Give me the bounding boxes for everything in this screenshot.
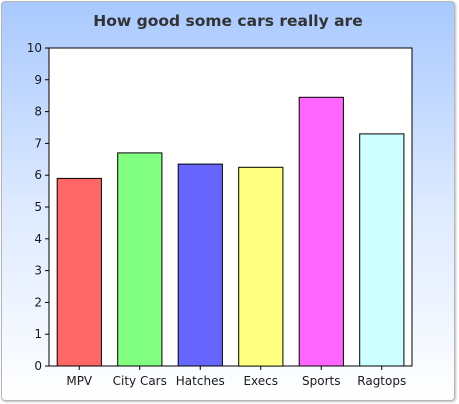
y-tick-label: 0 [34,359,42,373]
x-tick-label: Hatches [176,374,225,388]
y-tick-label: 9 [34,73,42,87]
bar-sports [298,96,344,367]
bar-execs [238,166,284,367]
y-tick-label: 4 [34,232,42,246]
x-axis: MPV City Cars Hatches Execs Sports Ragtops [66,366,406,388]
y-tick-label: 2 [34,295,42,309]
chart-title: How good some cars really are [93,12,363,30]
x-tick-label: MPV [66,374,93,388]
y-tick-label: 8 [34,105,42,119]
bar-city-cars [117,152,163,367]
bar-mpv [56,177,102,367]
plot-area [48,47,413,367]
chart-panel: How good some cars really are 0 1 2 3 4 5 6 7 8 9… [1,1,455,401]
bar-hatches [177,163,223,367]
bar-chart: 0 1 2 3 4 5 6 7 8 9 10 MPV City Cars Hatches Execs Spo… [27,41,413,388]
bar-ragtops [359,133,405,367]
y-axis: 0 1 2 3 4 5 6 7 8 9 10 [27,41,49,373]
y-tick-label: 7 [34,136,42,150]
y-tick-label: 6 [34,168,42,182]
y-tick-label: 3 [34,264,42,278]
y-tick-label: 5 [34,200,42,214]
y-tick-label: 10 [27,41,42,55]
x-tick-label: Execs [243,374,278,388]
x-tick-label: Sports [302,374,340,388]
x-tick-label: Ragtops [357,374,406,388]
y-tick-label: 1 [34,327,42,341]
x-tick-label: City Cars [113,374,167,388]
bars [56,96,405,367]
